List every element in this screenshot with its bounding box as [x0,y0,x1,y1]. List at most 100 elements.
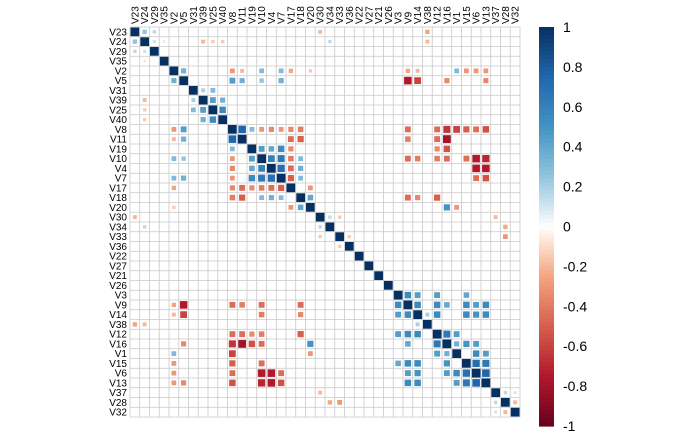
corr-cell-V37-V32 [513,391,517,395]
colorbar-tick-label: -0.8 [563,378,587,394]
colorbar-band [539,346,554,351]
col-label-V3: V3 [394,11,405,24]
col-label-V39: V39 [199,6,210,24]
col-label-V7: V7 [277,11,288,24]
corr-cell-V37-V28 [503,390,508,395]
corr-cell-V39-V24 [142,98,147,103]
corr-cell-V8-V17 [288,126,294,132]
corr-cell-V3-V12 [434,292,441,299]
corr-cell-V20-V20 [306,203,315,212]
corr-cell-V12-V18 [297,331,304,338]
corr-cell-V16-V6 [473,340,480,347]
corr-cell-V14-V14 [413,310,422,319]
corr-cell-V14-V9 [404,311,412,318]
colorbar-band [539,114,554,120]
row-label-V7: V7 [115,174,128,185]
corr-cell-V15-V8 [229,360,236,367]
corr-cell-V30-V37 [493,215,498,220]
colorbar-band [539,258,554,264]
corr-cell-V10-V8 [229,156,235,162]
corr-cell-V18-V12 [434,194,441,201]
colorbar-band [539,354,554,359]
corr-cell-V33-V36 [347,234,352,239]
col-label-V34: V34 [325,6,336,24]
colorbar-band [539,62,554,68]
colorbar-band [539,46,554,52]
col-label-V36: V36 [345,6,356,24]
corr-cell-V1-V13 [482,350,489,357]
colorbar-band [539,370,554,375]
corr-cell-V38-V14 [415,322,420,327]
corr-cell-V8-V16 [443,125,451,133]
col-label-V11: V11 [238,7,249,24]
colorbar-band [539,210,554,216]
row-label-V4: V4 [115,164,128,175]
corr-cell-V6-V14 [414,370,421,377]
corr-cell-V17-V10 [258,185,265,191]
corr-cell-V8-V19 [249,126,255,132]
row-label-V10: V10 [109,154,127,165]
row-label-V31: V31 [109,86,127,97]
corr-cell-V28-V33 [337,399,343,405]
corr-cell-V17-V17 [286,183,296,193]
corr-cell-V2-V7 [278,68,284,74]
corr-cell-V2-V20 [308,69,313,73]
col-label-V12: V12 [433,6,444,24]
corr-cell-V16-V12 [433,340,441,348]
row-label-V1: V1 [115,349,128,360]
colorbar-band [539,422,554,427]
corr-cell-V19-V4 [268,146,275,152]
corr-cell-V8-V13 [482,126,490,133]
row-label-V9: V9 [115,300,128,311]
corr-cell-V39-V39 [198,95,208,105]
corr-cell-V13-V2 [171,380,177,386]
corr-cell-V20-V18 [297,204,304,211]
corr-cell-V16-V10 [258,340,265,347]
corr-cell-V17-V2 [171,185,177,191]
corr-cell-V25-V39 [200,106,207,113]
colorbar-tick-label: 0 [563,219,571,235]
corr-cell-V8-V2 [171,126,177,132]
col-label-V14: V14 [413,6,424,24]
corr-cell-V36-V36 [345,242,354,251]
corr-cell-V34-V24 [142,225,147,229]
corr-cell-V9-V2 [171,302,177,308]
row-label-V32: V32 [109,408,127,419]
col-label-V4: V4 [267,11,278,24]
corr-cell-V24-V39 [201,39,206,44]
colorbar-band [539,110,554,116]
colorbar-band [539,142,554,148]
colorbar-band [539,27,554,32]
corr-cell-V10-V19 [248,155,255,162]
row-label-V23: V23 [109,27,127,38]
corr-cell-V12-V16 [443,330,451,338]
colorbar-band [539,50,554,56]
corr-cell-V4-V6 [472,164,480,173]
corr-cell-V13-V4 [267,379,276,387]
corr-cell-V3-V3 [393,290,403,300]
corr-cell-V14-V3 [395,311,402,318]
col-label-V5: V5 [179,11,190,24]
corr-cell-V13-V7 [277,379,285,387]
colorbar-band [539,98,554,104]
corr-cell-V9-V11 [239,302,245,308]
colorbar-band [539,190,554,196]
corr-cell-V6-V8 [229,370,236,377]
corr-cell-V12-V10 [258,331,265,337]
corr-cell-V18-V9 [404,194,411,201]
corr-cell-V7-V18 [298,175,304,181]
corr-cell-V28-V28 [501,398,510,407]
corr-cell-V15-V14 [414,360,421,367]
col-label-V6: V6 [472,11,483,24]
row-label-V24: V24 [109,37,127,48]
corr-cell-V8-V1 [453,125,461,133]
corr-cell-V7-V7 [276,173,286,183]
colorbar-band [539,186,554,192]
colorbar-band [539,262,554,267]
corr-cell-V31-V31 [189,86,198,95]
corr-cell-V10-V2 [171,156,177,162]
colorbar-band [539,254,554,260]
row-label-V13: V13 [109,378,127,389]
colorbar-band [539,290,554,295]
corr-cell-V33-V33 [335,232,344,241]
